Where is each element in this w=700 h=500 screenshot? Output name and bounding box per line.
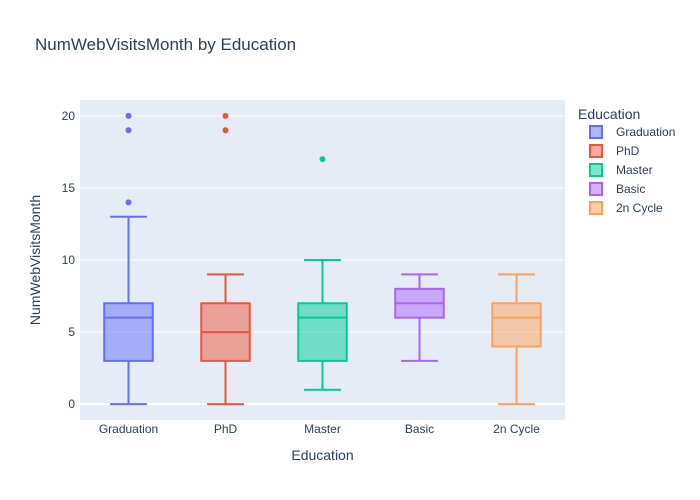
legend-swatch bbox=[589, 125, 603, 139]
outlier-point bbox=[125, 112, 132, 119]
x-axis-title: Education bbox=[291, 447, 353, 463]
legend-item[interactable]: PhD bbox=[589, 144, 640, 158]
legend-label: Basic bbox=[616, 182, 645, 196]
legend-item[interactable]: Basic bbox=[589, 182, 645, 196]
legend-swatch bbox=[589, 182, 603, 196]
x-tick-label: Basic bbox=[405, 422, 434, 436]
legend-swatch bbox=[589, 201, 603, 215]
y-tick-label: 10 bbox=[62, 253, 76, 267]
legend-label: 2n Cycle bbox=[616, 201, 663, 215]
box-graduation bbox=[103, 112, 154, 406]
outlier-point bbox=[319, 156, 326, 163]
x-axis-ticks: Graduation PhD Master Basic 2n Cycle bbox=[99, 422, 540, 436]
iqr-box bbox=[491, 302, 542, 348]
y-tick-label: 15 bbox=[62, 181, 76, 195]
x-tick-label: Master bbox=[304, 422, 341, 436]
box-phd bbox=[200, 112, 251, 406]
legend-label: PhD bbox=[616, 144, 640, 158]
box-2n-cycle bbox=[491, 273, 542, 406]
y-tick-label: 0 bbox=[68, 397, 75, 411]
x-tick-label: Graduation bbox=[99, 422, 158, 436]
y-axis-ticks: 0 5 10 15 20 bbox=[62, 109, 76, 411]
y-tick-label: 5 bbox=[68, 325, 75, 339]
box-master bbox=[297, 156, 348, 391]
legend-swatch bbox=[589, 163, 603, 177]
box-basic bbox=[394, 273, 445, 362]
legend-label: Graduation bbox=[616, 125, 675, 139]
outlier-point bbox=[125, 199, 132, 206]
legend-item[interactable]: 2n Cycle bbox=[589, 201, 663, 215]
legend-swatch bbox=[589, 144, 603, 158]
legend-title: Education bbox=[578, 106, 640, 122]
iqr-box bbox=[103, 302, 154, 362]
outlier-point bbox=[222, 112, 229, 119]
legend-label: Master bbox=[616, 163, 653, 177]
y-tick-label: 20 bbox=[62, 109, 76, 123]
box-series bbox=[103, 112, 542, 406]
legend-item[interactable]: Graduation bbox=[589, 125, 675, 139]
chart-title: NumWebVisitsMonth by Education bbox=[35, 35, 296, 54]
x-tick-label: 2n Cycle bbox=[493, 422, 540, 436]
outlier-point bbox=[125, 127, 132, 134]
iqr-box bbox=[297, 302, 348, 362]
legend-item[interactable]: Master bbox=[589, 163, 653, 177]
outlier-point bbox=[222, 127, 229, 134]
x-tick-label: PhD bbox=[214, 422, 238, 436]
y-axis-title: NumWebVisitsMonth bbox=[27, 195, 43, 325]
legend: Education Graduation PhD Master Basic 2n Cyc… bbox=[578, 106, 675, 215]
